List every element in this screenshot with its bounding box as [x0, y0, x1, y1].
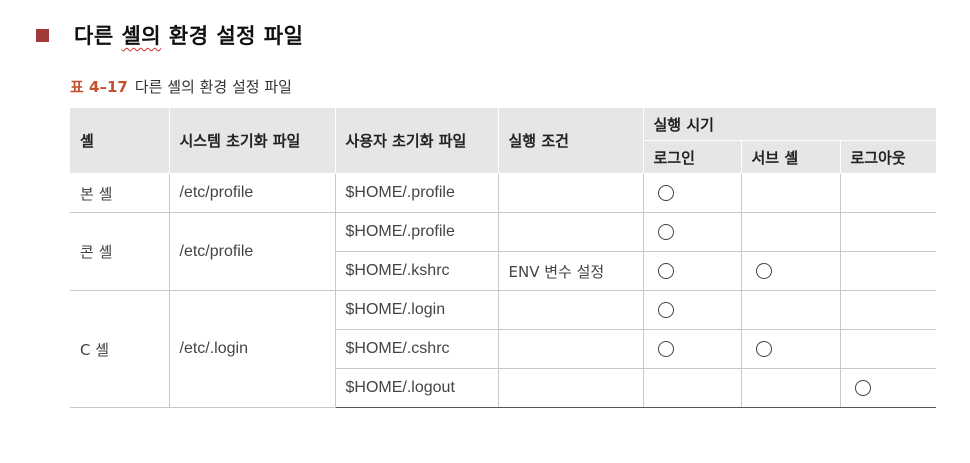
header-logout: 로그아웃: [839, 140, 937, 174]
circle-mark-icon: [657, 223, 674, 240]
logout-cell: [839, 290, 937, 330]
subshell-cell: [740, 368, 840, 408]
login-cell: [642, 329, 741, 369]
user-file-cell: $HOME/.login: [334, 290, 498, 330]
condition-cell: [497, 290, 643, 330]
condition-cell: [497, 329, 643, 369]
section-heading: 다른 셸의 환경 설정 파일: [36, 20, 303, 50]
circle-mark-icon: [657, 184, 674, 201]
header-login: 로그인: [642, 140, 741, 174]
login-cell: [642, 251, 741, 291]
header-timing: 실행 시기: [642, 108, 937, 141]
shell-cell: 본 셸: [70, 173, 169, 213]
condition-cell: [497, 368, 643, 408]
spellcheck-word: 셸의: [121, 24, 162, 48]
table-caption: 표 4–17 다른 셸의 환경 설정 파일: [70, 76, 292, 97]
user-file-cell: $HOME/.kshrc: [334, 251, 498, 291]
system-file-cell: /etc/profile: [168, 212, 335, 291]
title-part-1: 다른: [74, 24, 122, 48]
table-row: C 셸 /etc/.login $HOME/.login: [70, 290, 937, 408]
header-condition: 실행 조건: [497, 108, 643, 174]
user-file-cell: $HOME/.logout: [334, 368, 498, 408]
circle-mark-icon: [755, 262, 772, 279]
subshell-cell: [740, 212, 840, 252]
login-cell: [642, 212, 741, 252]
shell-cell: 콘 셸: [70, 212, 169, 291]
circle-mark-icon: [854, 379, 871, 396]
system-file-cell: /etc/profile: [168, 173, 335, 213]
shell-cell: C 셸: [70, 290, 169, 408]
header-user-init: 사용자 초기화 파일: [334, 108, 498, 174]
section-title: 다른 셸의 환경 설정 파일: [74, 20, 303, 50]
circle-mark-icon: [755, 340, 772, 357]
table-row: $HOME/.kshrc ENV 변수 설정: [70, 251, 937, 291]
subshell-cell: [740, 329, 840, 369]
login-cell: [642, 368, 741, 408]
logout-cell: [839, 329, 937, 369]
circle-mark-icon: [657, 340, 674, 357]
header-subshell: 서브 셸: [740, 140, 840, 174]
user-file-cell: $HOME/.profile: [334, 212, 498, 252]
login-cell: [642, 290, 741, 330]
table-row: 콘 셸 /etc/profile $HOME/.profile: [70, 212, 937, 291]
logout-cell: [839, 368, 937, 408]
condition-cell: [497, 173, 643, 213]
condition-cell: [497, 212, 643, 252]
env-files-table: 셸 시스템 초기화 파일 사용자 초기화 파일 실행 조건 실행 시기 로그인 …: [70, 108, 937, 408]
system-file-cell: /etc/.login: [168, 290, 335, 408]
subshell-cell: [740, 290, 840, 330]
logout-cell: [839, 173, 937, 213]
circle-mark-icon: [657, 301, 674, 318]
user-file-cell: $HOME/.profile: [334, 173, 498, 213]
user-file-cell: $HOME/.cshrc: [334, 329, 498, 369]
table-number: 표 4–17: [70, 78, 128, 96]
table-row: 본 셸 /etc/profile $HOME/.profile: [70, 173, 937, 213]
subshell-cell: [740, 251, 840, 291]
square-bullet-icon: [36, 28, 49, 42]
login-cell: [642, 173, 741, 213]
table-title: 다른 셸의 환경 설정 파일: [134, 78, 292, 96]
header-system-init: 시스템 초기화 파일: [168, 108, 335, 174]
title-part-2: 환경 설정 파일: [161, 24, 304, 48]
condition-cell: ENV 변수 설정: [497, 251, 643, 291]
subshell-cell: [740, 173, 840, 213]
table-row: $HOME/.logout: [70, 368, 937, 408]
logout-cell: [839, 251, 937, 291]
logout-cell: [839, 212, 937, 252]
header-shell: 셸: [70, 108, 169, 174]
circle-mark-icon: [657, 262, 674, 279]
